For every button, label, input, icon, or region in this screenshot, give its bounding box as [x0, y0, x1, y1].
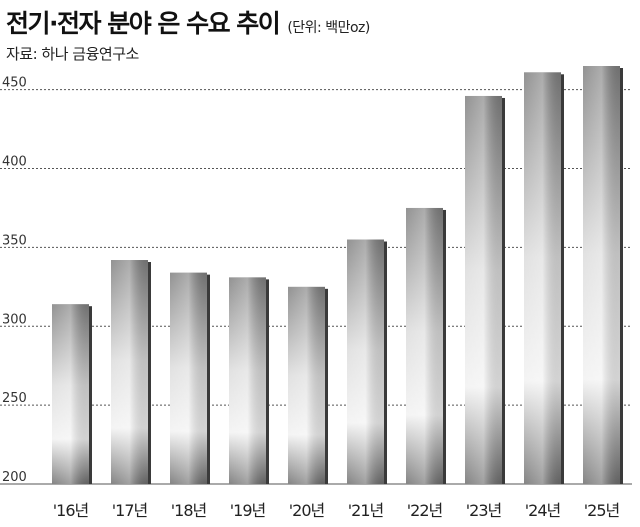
x-tick-label: '20년	[289, 501, 325, 520]
y-tick-label: 200	[2, 470, 27, 485]
x-tick-label: '24년	[525, 501, 561, 520]
bar-sheen	[52, 304, 89, 484]
x-tick-label: '21년	[348, 501, 384, 520]
x-tick-label: '19년	[230, 501, 266, 520]
y-axis: 200 250 300 350 400 450	[2, 76, 27, 485]
y-tick-label: 300	[2, 312, 27, 327]
chart-unit: (단위: 백만oz)	[287, 20, 370, 36]
x-tick-label: '17년	[112, 501, 148, 520]
bar-sheen	[229, 277, 266, 484]
x-axis-labels: '16년 '17년 '18년 '19년 '20년 '21년 '22년 '23년 '24년 '25년	[53, 501, 621, 520]
bar-sheen	[524, 72, 561, 484]
chart-source: 자료: 하나 금융연구소	[6, 45, 139, 63]
x-tick-label: '16년	[53, 501, 89, 520]
bar-sheen	[406, 207, 443, 484]
bar	[347, 239, 387, 484]
bar	[52, 304, 92, 484]
bar	[229, 277, 269, 484]
x-tick-label: '23년	[466, 501, 502, 520]
bar-sheen	[347, 239, 384, 484]
bar-sheen	[170, 272, 207, 484]
bar	[524, 72, 564, 484]
x-tick-label: '22년	[407, 501, 443, 520]
bar-sheen	[288, 286, 325, 484]
x-tick-label: '25년	[584, 501, 620, 520]
y-tick-label: 450	[2, 76, 27, 91]
title-row: 전기·전자 분야 은 수요 추이 (단위: 백만oz)	[6, 4, 634, 40]
bar-sheen	[111, 260, 148, 484]
bar	[288, 286, 328, 484]
chart-header: 전기·전자 분야 은 수요 추이 (단위: 백만oz) 자료: 하나 금융연구소	[6, 4, 634, 64]
y-tick-label: 250	[2, 391, 27, 406]
bars	[52, 66, 623, 484]
y-tick-label: 400	[2, 155, 27, 170]
chart-title: 전기·전자 분야 은 수요 추이	[6, 9, 281, 38]
bar-sheen	[465, 95, 502, 484]
x-tick-label: '18년	[171, 501, 207, 520]
bar-sheen	[583, 66, 620, 484]
bar	[406, 207, 446, 484]
bar	[583, 66, 623, 484]
bar	[465, 95, 505, 484]
y-tick-label: 350	[2, 233, 27, 248]
bar	[170, 272, 210, 484]
bar	[111, 260, 151, 484]
